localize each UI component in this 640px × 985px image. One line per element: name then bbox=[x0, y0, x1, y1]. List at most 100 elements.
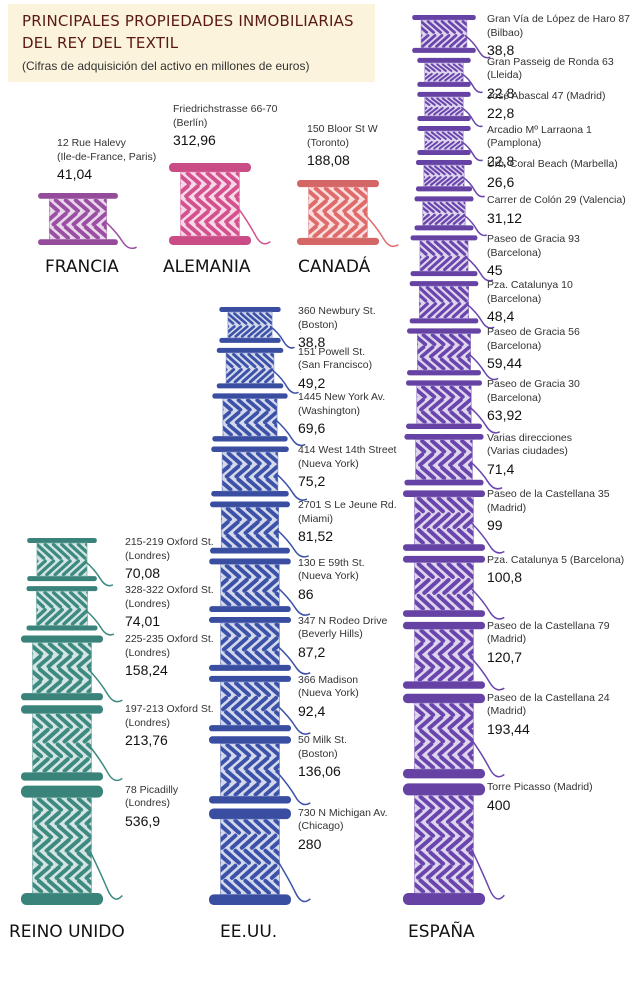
spool-label-5-12-value: 100,8 bbox=[487, 569, 523, 586]
spool-label-5-13-address: Paseo de la Castellana 79 bbox=[487, 619, 610, 632]
spool-label-0-0-value: 41,04 bbox=[57, 166, 93, 182]
spool-label-5-13-address: (Madrid) bbox=[487, 633, 527, 646]
spool-label-4-9-value: 280 bbox=[298, 835, 322, 852]
spool-label-5-5-address: Carrer de Colón 29 (Valencia) bbox=[487, 194, 626, 207]
spool-label-5-2-value: 22,8 bbox=[487, 105, 515, 122]
spool-5-6 bbox=[410, 235, 494, 282]
spool-5-10 bbox=[404, 433, 503, 490]
spool-label-5-15: Torre Picasso (Madrid) 400 bbox=[487, 781, 593, 813]
spool-label-4-7-address: 366 Madison bbox=[298, 673, 359, 686]
spool-label-5-8: Paseo de Gracia 56 (Barcelona) 59,44 bbox=[487, 326, 580, 371]
spool-label-4-4: 2701 S Le Jeune Rd. (Miami) 81,52 bbox=[298, 499, 397, 544]
spool-5-15 bbox=[403, 783, 505, 905]
chart-subtitle: (Cifras de adquisición del activo en mil… bbox=[22, 59, 310, 73]
spool-label-5-10: Varias direcciones (Varias ciudades) 71,4 bbox=[487, 432, 572, 477]
spool-label-5-11: Paseo de la Castellana 35 (Madrid) 99 bbox=[487, 488, 610, 533]
spool-label-3-0-address: 215-219 Oxford St. bbox=[125, 536, 214, 548]
spool-label-3-1-address: 328-322 Oxford St. bbox=[125, 584, 214, 597]
spool-label-5-3-address: (Pamplona) bbox=[487, 137, 542, 150]
spool-label-5-6-address: Paseo de Gracia 93 bbox=[487, 233, 580, 246]
spool-label-3-1: 328-322 Oxford St. (Londres) 74,01 bbox=[125, 584, 214, 629]
country-label-3: REINO UNIDO bbox=[9, 922, 125, 942]
spool-label-2-0-address: (Toronto) bbox=[307, 136, 350, 149]
spool-5-8 bbox=[407, 328, 499, 381]
spool-label-5-1-address: (Lleida) bbox=[487, 69, 523, 82]
country-group-5 bbox=[403, 15, 505, 905]
spool-label-4-3-value: 75,2 bbox=[298, 473, 326, 490]
spool-label-5-4-address: Urb. Coral Beach (Marbella) bbox=[487, 158, 618, 170]
spool-3-4 bbox=[21, 785, 123, 905]
spool-label-5-5: Carrer de Colón 29 (Valencia) 31,12 bbox=[487, 194, 626, 226]
spool-label-0-0-address: (Ile-de-France, Paris) bbox=[57, 150, 157, 163]
spool-5-2 bbox=[417, 91, 483, 128]
country-label-5: ESPAÑA bbox=[408, 922, 475, 942]
spool-label-4-1-address: (San Francisco) bbox=[298, 359, 373, 372]
spool-label-5-9-address: Paseo de Gracia 30 bbox=[487, 378, 580, 391]
spool-label-4-0-value: 38,8 bbox=[298, 334, 326, 350]
spool-3-1 bbox=[26, 586, 115, 636]
spool-label-4-1: 151 Powell St. (San Francisco) 49,2 bbox=[298, 346, 372, 391]
spool-label-5-12: Pza. Catalunya 5 (Barcelona) 100,8 bbox=[487, 554, 624, 586]
spool-4-9 bbox=[209, 808, 311, 905]
spool-5-5 bbox=[414, 196, 488, 237]
spool-4-0 bbox=[219, 307, 295, 349]
spool-label-4-4-address: 2701 S Le Jeune Rd. bbox=[298, 499, 397, 512]
spool-label-2-0: 150 Bloor St W (Toronto) 188,08 bbox=[307, 123, 378, 168]
spool-label-3-2: 225-235 Oxford St. (Londres) 158,24 bbox=[125, 633, 214, 678]
spool-label-4-0: 360 Newbury St. (Boston) 38,8 bbox=[298, 305, 376, 350]
spool-label-4-2-address: (Washington) bbox=[298, 404, 361, 417]
spool-label-3-2-address: (Londres) bbox=[125, 646, 170, 659]
spool-label-3-1-value: 74,01 bbox=[125, 613, 161, 630]
spool-label-4-6-value: 87,2 bbox=[298, 643, 326, 660]
spool-label-3-3: 197-213 Oxford St. (Londres) 213,76 bbox=[125, 703, 214, 748]
spool-4-1 bbox=[216, 347, 299, 394]
spool-label-5-8-value: 59,44 bbox=[487, 355, 523, 372]
spool-label-5-4: Urb. Coral Beach (Marbella) 26,6 bbox=[487, 158, 618, 190]
spool-5-1 bbox=[417, 57, 483, 94]
spool-label-5-1-address: Gran Passeig de Ronda 63 bbox=[487, 55, 614, 68]
spool-label-4-7: 366 Madison (Nueva York) 92,4 bbox=[298, 674, 359, 719]
spool-label-5-1: Gran Passeig de Ronda 63 (Lleida) 22,8 bbox=[487, 56, 614, 101]
spool-3-3 bbox=[21, 705, 123, 782]
spool-label-4-4-address: (Miami) bbox=[298, 512, 333, 525]
spool-label-5-10-address: (Varias ciudades) bbox=[487, 445, 568, 458]
spool-label-5-6-address: (Barcelona) bbox=[487, 246, 542, 259]
spool-label-5-11-value: 99 bbox=[487, 517, 503, 534]
country-group-4 bbox=[209, 307, 311, 905]
spool-label-4-0-address: (Boston) bbox=[298, 318, 338, 331]
spool-label-4-0-address: 360 Newbury St. bbox=[298, 305, 376, 317]
spool-label-4-8-value: 136,06 bbox=[298, 763, 341, 780]
spool-label-4-4-value: 81,52 bbox=[298, 528, 334, 545]
spool-label-5-7-value: 48,4 bbox=[487, 308, 515, 325]
spool-label-4-9-address: (Chicago) bbox=[298, 820, 344, 833]
spool-label-5-0-address: (Bilbao) bbox=[487, 26, 524, 39]
spool-5-9 bbox=[406, 380, 501, 434]
country-label-0: FRANCIA bbox=[45, 257, 119, 277]
spool-label-5-2: José Abascal 47 (Madrid) 22,8 bbox=[487, 90, 605, 122]
spool-label-5-8-address: (Barcelona) bbox=[487, 339, 542, 352]
spool-label-3-0: 215-219 Oxford St. (Londres) 70,08 bbox=[125, 536, 214, 581]
spool-label-5-11-address: Paseo de la Castellana 35 bbox=[487, 488, 610, 501]
spool-5-0 bbox=[412, 15, 491, 59]
spool-label-5-8-address: Paseo de Gracia 56 bbox=[487, 326, 580, 339]
spool-label-4-6-address: (Beverly Hills) bbox=[298, 628, 363, 641]
country-group-0 bbox=[38, 193, 137, 250]
spool-label-5-10-address: Varias direcciones bbox=[487, 431, 573, 444]
spool-label-4-1-value: 49,2 bbox=[298, 374, 326, 391]
spool-label-5-1-value: 22,8 bbox=[487, 84, 515, 101]
spool-label-5-3: Arcadio Mº Larraona 1 (Pamplona) 22,8 bbox=[487, 124, 592, 169]
spool-label-1-0-address: (Berlín) bbox=[173, 116, 208, 129]
spool-5-7 bbox=[409, 281, 495, 329]
spool-label-4-6-address: 347 N Rodeo Drive bbox=[298, 614, 388, 627]
spool-label-4-1-address: 151 Powell St. bbox=[298, 345, 366, 358]
spool-label-4-8-address: (Boston) bbox=[298, 747, 338, 760]
spool-label-5-10-value: 71,4 bbox=[487, 460, 515, 477]
spool-2-0 bbox=[297, 180, 399, 248]
spool-label-4-8: 50 Milk St. (Boston) 136,06 bbox=[298, 734, 347, 779]
spool-3-2 bbox=[21, 635, 123, 703]
spool-label-5-14-address: (Madrid) bbox=[487, 705, 527, 718]
spool-4-2 bbox=[212, 393, 306, 447]
spool-label-4-2-address: 1445 New York Av. bbox=[298, 391, 386, 404]
spool-label-5-0-address: Gran Vía de López de Haro 87 bbox=[487, 13, 631, 25]
